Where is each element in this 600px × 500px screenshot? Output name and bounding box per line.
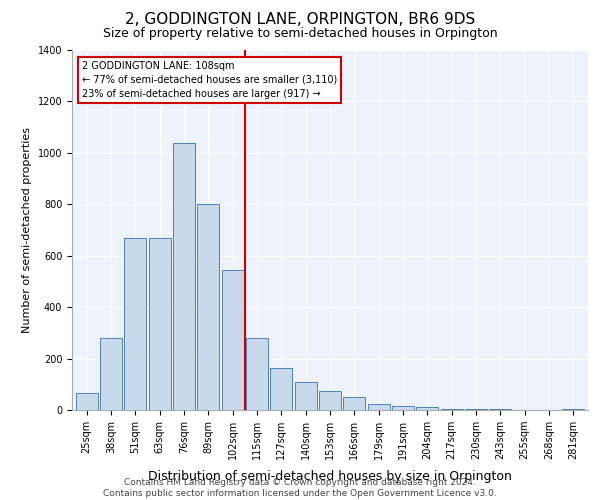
Y-axis label: Number of semi-detached properties: Number of semi-detached properties — [22, 127, 32, 333]
Bar — [221, 270, 244, 410]
Text: 2 GODDINGTON LANE: 108sqm
← 77% of semi-detached houses are smaller (3,110)
23% : 2 GODDINGTON LANE: 108sqm ← 77% of semi-… — [82, 61, 338, 99]
Bar — [197, 204, 219, 410]
Bar — [295, 382, 317, 410]
Bar — [416, 408, 439, 410]
Bar — [368, 404, 389, 410]
Bar — [392, 406, 414, 410]
X-axis label: Distribution of semi-detached houses by size in Orpington: Distribution of semi-detached houses by … — [148, 470, 512, 484]
Text: Contains HM Land Registry data © Crown copyright and database right 2024.
Contai: Contains HM Land Registry data © Crown c… — [103, 478, 497, 498]
Bar — [319, 390, 341, 410]
Bar — [271, 368, 292, 410]
Bar — [149, 238, 170, 410]
Bar — [173, 142, 195, 410]
Bar — [246, 338, 268, 410]
Bar — [441, 408, 463, 410]
Bar — [465, 409, 487, 410]
Bar — [100, 338, 122, 410]
Text: Size of property relative to semi-detached houses in Orpington: Size of property relative to semi-detach… — [103, 28, 497, 40]
Text: 2, GODDINGTON LANE, ORPINGTON, BR6 9DS: 2, GODDINGTON LANE, ORPINGTON, BR6 9DS — [125, 12, 475, 28]
Bar — [124, 238, 146, 410]
Bar — [76, 394, 98, 410]
Bar — [343, 397, 365, 410]
